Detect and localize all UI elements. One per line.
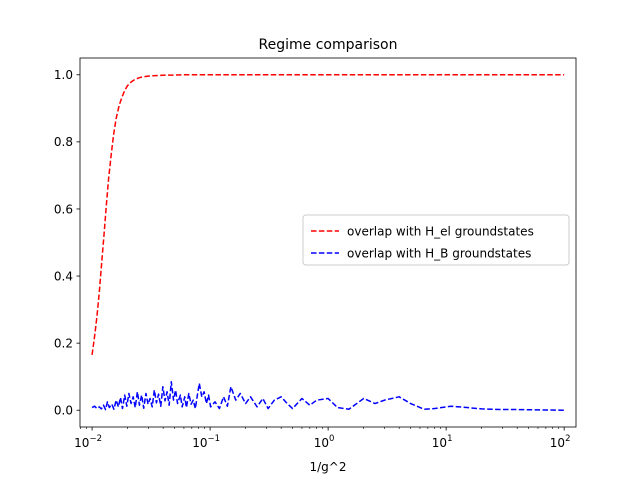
chart-title: Regime comparison <box>259 37 398 53</box>
x-tick-label-exponent: −1 <box>207 434 220 444</box>
y-tick-label: 0.2 <box>54 336 73 350</box>
x-tick-label: 10−1 <box>192 434 220 450</box>
x-tick-label-exponent: 1 <box>447 434 452 444</box>
x-tick-label-base: 10 <box>314 436 329 450</box>
x-axis-label: 1/g^2 <box>310 460 347 474</box>
x-tick-label: 100 <box>314 434 335 450</box>
x-tick-label-base: 10 <box>192 436 207 450</box>
y-tick-label: 1.0 <box>54 68 73 82</box>
legend-label-1: overlap with H_el groundstates <box>347 224 534 238</box>
y-tick-label: 0.4 <box>54 269 73 283</box>
x-tick-label-base: 10 <box>74 436 89 450</box>
series-line-1 <box>91 74 565 355</box>
legend-label-2: overlap with H_B groundstates <box>347 246 531 260</box>
x-tick-label-exponent: 2 <box>565 434 570 444</box>
y-tick-label: 0.0 <box>54 404 73 418</box>
y-tick-label: 0.6 <box>54 202 73 216</box>
x-tick-label-base: 10 <box>550 436 565 450</box>
y-tick-label: 0.8 <box>54 135 73 149</box>
x-tick-label-exponent: −2 <box>89 434 102 444</box>
plot-area <box>91 74 565 411</box>
x-tick-label-base: 10 <box>432 436 447 450</box>
legend-box <box>302 214 570 266</box>
x-tick-label: 101 <box>432 434 453 450</box>
legend: overlap with H_el groundstates overlap wi… <box>302 214 570 266</box>
x-tick-label: 102 <box>550 434 571 450</box>
series-line-2 <box>91 380 565 411</box>
x-tick-label-exponent: 0 <box>329 434 334 444</box>
x-tick-label: 10−2 <box>74 434 102 450</box>
